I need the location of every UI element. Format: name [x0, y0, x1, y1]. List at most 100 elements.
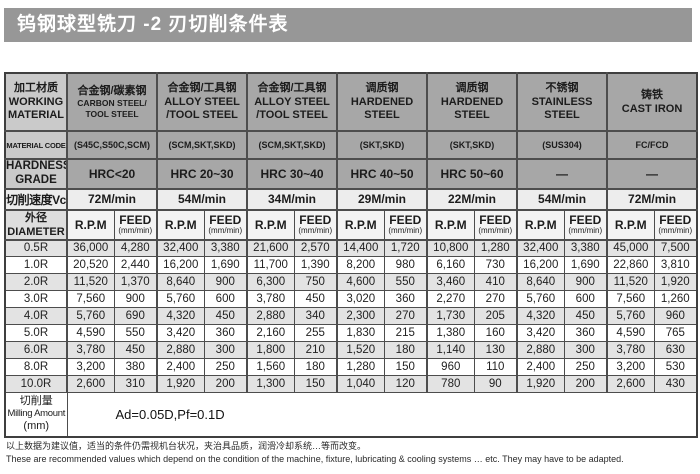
feed-value-cell: 750	[293, 273, 338, 292]
material-zh: 铸铁	[641, 88, 664, 101]
feed-value-cell: 530	[653, 358, 698, 377]
footer-note-zh: 以上数据为建议值，适当的条件仍需视机台状况，夹治具品质，润滑冷却系统…等而改变。	[6, 441, 367, 451]
hardness-cell: HRC 50~60	[426, 158, 518, 190]
feed-value-cell: 980	[383, 256, 428, 275]
rpm-header-cell: R.P.M	[246, 209, 295, 241]
rpm-value-cell: 2,300	[336, 307, 385, 326]
data-rows: 0.5R 36,000 4,280 32,400 3,380 21,600 2,570 14,…	[4, 239, 698, 394]
material-header-cell: 铸铁 CAST IRON	[606, 72, 698, 132]
table-row: 4.0R 5,760 690 4,320 450 2,880 340 2,300 270 1,73…	[4, 307, 698, 326]
rpm-value-cell: 1,800	[246, 341, 295, 360]
cutting-speed-cell: 22M/min	[426, 188, 518, 211]
working-material-zh: 加工材质	[14, 82, 58, 95]
feed-value-cell: 1,260	[653, 290, 698, 309]
rpm-value-cell: 22,860	[606, 256, 655, 275]
material-header-cell: 合金钢/工具钢 ALLOY STEEL /TOOL STEEL	[246, 72, 338, 132]
feed-value-cell: 360	[203, 324, 248, 343]
hardness-label-line1: HARDNESS	[6, 160, 67, 172]
rpm-value-cell: 4,590	[606, 324, 655, 343]
rpm-value-cell: 11,520	[606, 273, 655, 292]
rpm-value-cell: 7,560	[606, 290, 655, 309]
material-en1: HARDENED	[440, 96, 504, 109]
rpm-value-cell: 2,400	[516, 358, 565, 377]
rpm-value-cell: 45,000	[606, 239, 655, 258]
feed-value-cell: 310	[113, 375, 158, 394]
feed-value-cell: 150	[383, 358, 428, 377]
feed-value-cell: 3,380	[203, 239, 248, 258]
material-en2: STEEL	[544, 109, 580, 122]
cutting-speed-label: 切削速度Vc	[4, 188, 68, 211]
material-en2: /TOOL STEEL	[166, 109, 238, 122]
feed-value-cell: 160	[473, 324, 518, 343]
diameter-zh: 外径	[25, 212, 47, 225]
rpm-value-cell: 20,520	[66, 256, 115, 275]
feed-value-cell: 250	[203, 358, 248, 377]
rpm-value-cell: 3,200	[606, 358, 655, 377]
page-title: 钨钢球型铣刀 -2 刃切削条件表	[17, 14, 289, 35]
title-bar: 钨钢球型铣刀 -2 刃切削条件表	[4, 8, 692, 42]
feed-value-cell: 360	[383, 290, 428, 309]
rpm-value-cell: 5,760	[156, 290, 205, 309]
feed-value-cell: 1,690	[563, 256, 608, 275]
material-en1: HARDENED	[350, 96, 414, 109]
feed-value-cell: 450	[293, 290, 338, 309]
rpm-value-cell: 1,300	[246, 375, 295, 394]
feed-header-cell: FEED (mm/min)	[113, 209, 158, 241]
rpm-value-cell: 2,400	[156, 358, 205, 377]
feed-value-cell: 205	[473, 307, 518, 326]
rpm-value-cell: 32,400	[516, 239, 565, 258]
rpm-value-cell: 10,800	[426, 239, 475, 258]
rpm-value-cell: 4,590	[66, 324, 115, 343]
feed-value-cell: 110	[473, 358, 518, 377]
rpm-value-cell: 2,160	[246, 324, 295, 343]
rpm-value-cell: 8,200	[336, 256, 385, 275]
diameter-cell: 3.0R	[4, 290, 68, 309]
rpm-value-cell: 4,320	[516, 307, 565, 326]
feed-value-cell: 765	[653, 324, 698, 343]
rpm-value-cell: 5,760	[606, 307, 655, 326]
rpm-value-cell: 1,560	[246, 358, 295, 377]
hardness-label-line2: GRADE	[15, 173, 57, 186]
cutting-conditions-table-wrap: 加工材质 WORKING MATERIAL 合金钢/碳素钢 CARBON STE…	[4, 72, 699, 438]
feed-value-cell: 1,390	[293, 256, 338, 275]
rpm-value-cell: 6,300	[246, 273, 295, 292]
rpm-value-cell: 3,420	[516, 324, 565, 343]
column-header-row: 外径 DIAMETER R.P.M FEED (mm/min) R.P.M FEED (m…	[4, 209, 698, 241]
feed-value-cell: 250	[563, 358, 608, 377]
rpm-value-cell: 5,760	[66, 307, 115, 326]
material-en1: STAINLESS	[531, 96, 593, 109]
milling-amount-value: Ad=0.05D,Pf=0.1D	[66, 392, 698, 438]
material-en1: ALLOY STEEL	[254, 96, 330, 109]
feed-value-cell: 630	[653, 341, 698, 360]
milling-zh: 切削量	[19, 394, 53, 407]
feed-value-cell: 200	[563, 375, 608, 394]
material-en1: CARBON STEEL/	[77, 98, 147, 109]
rpm-value-cell: 3,780	[606, 341, 655, 360]
rpm-value-cell: 960	[426, 358, 475, 377]
diameter-cell: 0.5R	[4, 239, 68, 258]
material-header-row: 加工材质 WORKING MATERIAL 合金钢/碳素钢 CARBON STE…	[4, 72, 698, 132]
feed-value-cell: 120	[383, 375, 428, 394]
diameter-header-cell: 外径 DIAMETER	[4, 209, 68, 241]
cutting-speed-cell: 54M/min	[156, 188, 248, 211]
rpm-value-cell: 3,420	[156, 324, 205, 343]
cutting-speed-cell: 34M/min	[246, 188, 338, 211]
rpm-value-cell: 3,780	[246, 290, 295, 309]
rpm-header-cell: R.P.M	[606, 209, 655, 241]
feed-value-cell: 2,570	[293, 239, 338, 258]
table-row: 10.0R 2,600 310 1,920 200 1,300 150 1,040 120 780…	[4, 375, 698, 394]
rpm-value-cell: 1,140	[426, 341, 475, 360]
feed-value-cell: 550	[113, 324, 158, 343]
material-en2: /TOOL STEEL	[256, 109, 328, 122]
feed-value-cell: 150	[293, 375, 338, 394]
rpm-value-cell: 3,780	[66, 341, 115, 360]
rpm-header-cell: R.P.M	[336, 209, 385, 241]
feed-value-cell: 255	[293, 324, 338, 343]
milling-en: Milling Amount	[7, 408, 66, 420]
hardness-cell: HRC 30~40	[246, 158, 338, 190]
rpm-value-cell: 11,520	[66, 273, 115, 292]
rpm-value-cell: 2,880	[246, 307, 295, 326]
hardness-grade-label: HARDNESS GRADE	[4, 158, 68, 190]
rpm-value-cell: 16,200	[156, 256, 205, 275]
